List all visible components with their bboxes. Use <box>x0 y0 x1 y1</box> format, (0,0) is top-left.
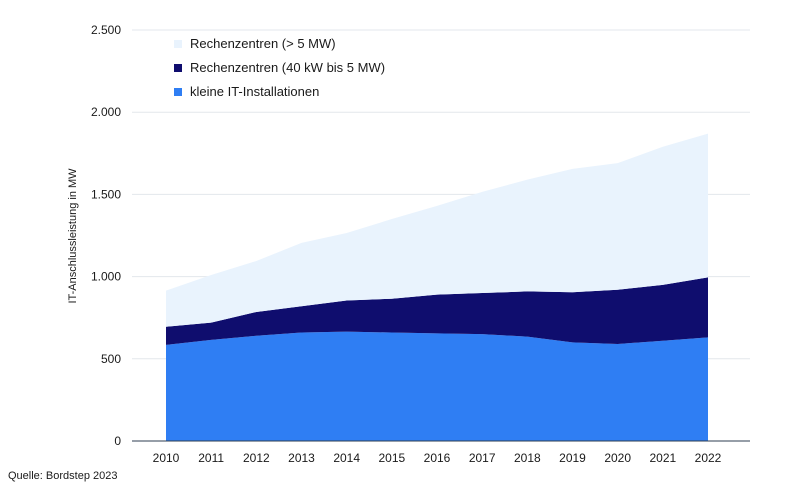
y-axis-title: IT-Anschlussleistung in MW <box>67 168 79 304</box>
area-rechenzentren-5-mw <box>166 133 708 327</box>
y-tick-labels: 0 500 1.000 1.500 2.000 2.500 <box>91 23 121 448</box>
legend-label-2: kleine IT-Installationen <box>190 84 319 99</box>
x-tick-label-2011: 2011 <box>198 451 224 465</box>
legend: Rechenzentren (> 5 MW) Rechenzentren (40 … <box>174 36 385 99</box>
x-tick-label-2016: 2016 <box>424 451 451 465</box>
x-tick-label-2015: 2015 <box>378 451 405 465</box>
x-tick-label-2019: 2019 <box>559 451 586 465</box>
legend-label-1: Rechenzentren (40 kW bis 5 MW) <box>190 60 385 75</box>
legend-swatch-2 <box>174 88 182 96</box>
x-tick-label-2022: 2022 <box>695 451 722 465</box>
area-series <box>166 133 708 441</box>
x-tick-label-2018: 2018 <box>514 451 541 465</box>
y-tick-label-1500: 1.500 <box>91 187 121 201</box>
legend-swatch-1 <box>174 64 182 72</box>
x-tick-label-2010: 2010 <box>153 451 180 465</box>
x-tick-label-2014: 2014 <box>333 451 360 465</box>
y-tick-label-2500: 2.500 <box>91 23 121 37</box>
x-tick-label-2020: 2020 <box>604 451 631 465</box>
x-tick-label-2017: 2017 <box>469 451 496 465</box>
x-tick-labels: 2010 2011 2012 2013 2014 2015 2016 2017 2018 2019… <box>153 451 722 465</box>
y-tick-label-2000: 2.000 <box>91 105 121 119</box>
y-tick-label-0: 0 <box>114 434 121 448</box>
x-tick-label-2021: 2021 <box>649 451 676 465</box>
area-rechenzentren-40-kw-bis-5-mw <box>166 277 708 345</box>
x-tick-label-2013: 2013 <box>288 451 315 465</box>
legend-swatch-0 <box>174 40 182 48</box>
y-tick-label-1000: 1.000 <box>91 270 121 284</box>
source-note: Quelle: Bordstep 2023 <box>8 470 118 482</box>
y-tick-label-500: 500 <box>101 352 121 366</box>
area-kleine-it-installationen <box>166 331 708 441</box>
legend-label-0: Rechenzentren (> 5 MW) <box>190 36 336 51</box>
x-tick-label-2012: 2012 <box>243 451 270 465</box>
